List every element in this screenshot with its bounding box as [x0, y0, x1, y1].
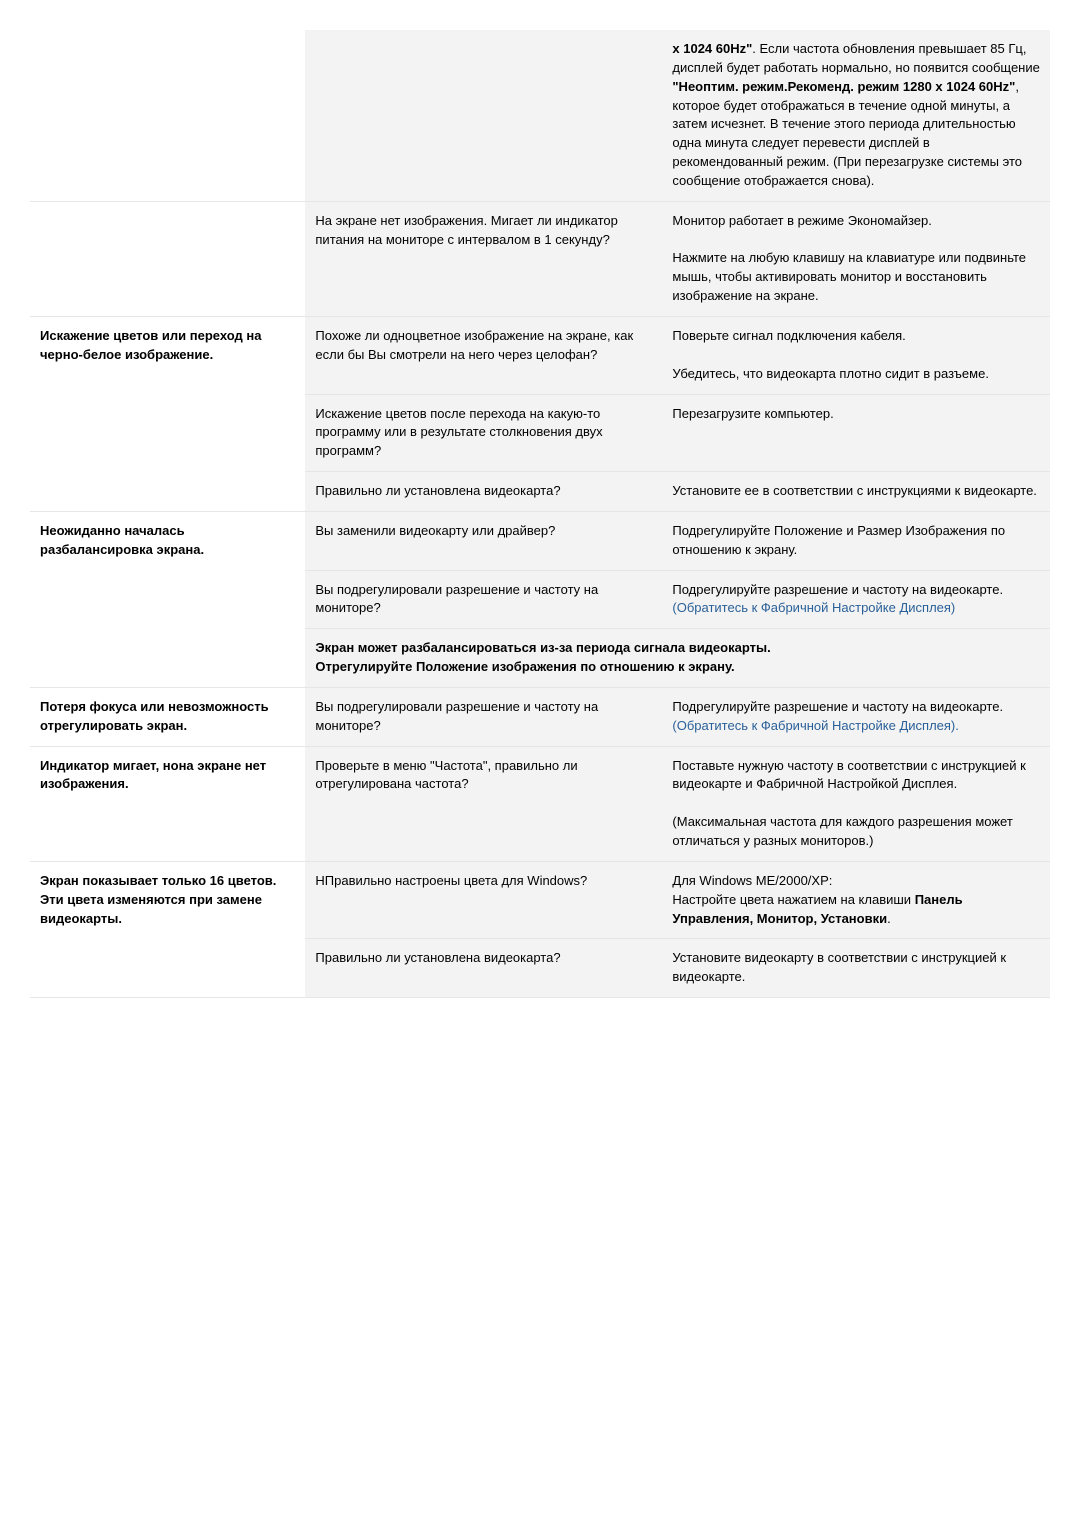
symptom-cell: Неожиданно началась разбалансировка экра…	[30, 511, 305, 687]
solution-cell: Установите видеокарту в соответствии с и…	[662, 939, 1050, 998]
table-row: На экране нет изображения. Мигает ли инд…	[30, 201, 1050, 316]
merged-note: Экран может разбалансироваться из-за пер…	[305, 629, 1050, 688]
solution-cell: Поставьте нужную частоту в соответствии …	[662, 746, 1050, 861]
solution-cell: x 1024 60Hz". Если частота обновления пр…	[662, 30, 1050, 201]
table-row: Индикатор мигает, нона экране нет изобра…	[30, 746, 1050, 861]
symptom-cell: Искажение цветов или переход на черно-бе…	[30, 316, 305, 511]
question-cell: Вы заменили видеокарту или драйвер?	[305, 511, 662, 570]
question-cell	[305, 30, 662, 201]
solution-cell: Установите ее в соответствии с инструкци…	[662, 472, 1050, 512]
question-cell: Правильно ли установлена видеокарта?	[305, 472, 662, 512]
question-cell: Правильно ли установлена видеокарта?	[305, 939, 662, 998]
table-row: Искажение цветов или переход на черно-бе…	[30, 316, 1050, 394]
question-cell: Проверьте в меню "Частота", правильно ли…	[305, 746, 662, 861]
symptom-cell	[30, 30, 305, 201]
symptom-cell: Потеря фокуса или невозможность отрегули…	[30, 687, 305, 746]
troubleshooting-table: x 1024 60Hz". Если частота обновления пр…	[30, 30, 1050, 998]
table-row: Потеря фокуса или невозможность отрегули…	[30, 687, 1050, 746]
table-row: Неожиданно началась разбалансировка экра…	[30, 511, 1050, 570]
question-cell: Искажение цветов после перехода на какую…	[305, 394, 662, 472]
table-row: x 1024 60Hz". Если частота обновления пр…	[30, 30, 1050, 201]
solution-cell: Монитор работает в режиме Экономайзер.На…	[662, 201, 1050, 316]
question-cell: На экране нет изображения. Мигает ли инд…	[305, 201, 662, 316]
symptom-cell	[30, 201, 305, 316]
table-row: Экран показывает только 16 цветов. Эти ц…	[30, 861, 1050, 939]
solution-cell: Подрегулируйте разрешение и частоту на в…	[662, 570, 1050, 629]
solution-cell: Подрегулируйте Положение и Размер Изобра…	[662, 511, 1050, 570]
symptom-cell: Экран показывает только 16 цветов. Эти ц…	[30, 861, 305, 997]
question-cell: Вы подрегулировали разрешение и частоту …	[305, 570, 662, 629]
solution-cell: Для Windows ME/2000/XP:Настройте цвета н…	[662, 861, 1050, 939]
solution-cell: Подрегулируйте разрешение и частоту на в…	[662, 687, 1050, 746]
symptom-cell: Индикатор мигает, нона экране нет изобра…	[30, 746, 305, 861]
question-cell: НПравильно настроены цвета для Windows?	[305, 861, 662, 939]
question-cell: Вы подрегулировали разрешение и частоту …	[305, 687, 662, 746]
question-cell: Похоже ли одноцветное изображение на экр…	[305, 316, 662, 394]
solution-cell: Перезагрузите компьютер.	[662, 394, 1050, 472]
solution-cell: Поверьте сигнал подключения кабеля.Убеди…	[662, 316, 1050, 394]
